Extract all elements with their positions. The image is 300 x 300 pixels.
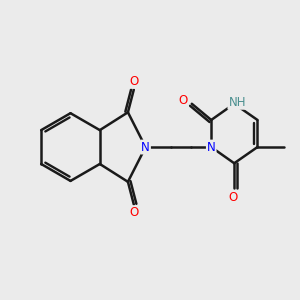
Text: O: O	[129, 206, 138, 219]
Text: N: N	[207, 141, 216, 154]
Text: O: O	[228, 191, 237, 204]
Text: NH: NH	[228, 96, 246, 109]
Text: O: O	[129, 75, 138, 88]
Text: O: O	[178, 94, 188, 107]
Text: N: N	[141, 141, 150, 154]
